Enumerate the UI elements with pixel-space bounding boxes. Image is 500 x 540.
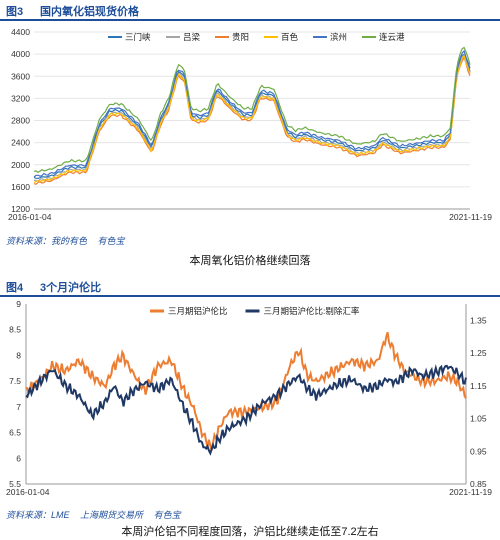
- legend-label: 三门峡: [125, 32, 151, 42]
- legend-label: 三月期铝沪伦比:剔除汇率: [264, 306, 360, 316]
- figure-number: 图4: [6, 282, 24, 294]
- series-line: [33, 46, 471, 174]
- y-tick-label: 2400: [11, 138, 30, 148]
- figure-caption: 本周氧化铝价格继续回落: [189, 255, 311, 267]
- figure-title: 国内氧化铝现货价格: [40, 6, 139, 18]
- legend-label: 三月期铝沪伦比: [168, 306, 228, 316]
- right-y-tick-label: 0.95: [470, 446, 487, 456]
- legend-label: 滨州: [330, 32, 347, 42]
- right-y-tick-label: 0.85: [470, 479, 487, 489]
- source-text: 资料来源：我的有色: [6, 236, 88, 246]
- x-tick-label: 2016-01-04: [8, 212, 52, 222]
- price-ratio-chart: 5.5 6 6.5 7 7.5 8 8.5 9 0.85 0.95 1.05 1.15 1.25 1.35…: [6, 299, 492, 497]
- series-line: [33, 49, 471, 178]
- series-line: [33, 55, 471, 183]
- source-text: 上海期货交易所: [80, 510, 144, 520]
- right-y-tick-label: 1.25: [470, 348, 487, 358]
- left-y-tick-label: 9: [16, 299, 21, 309]
- figure-header: 图4 3个月沪伦比: [0, 278, 500, 297]
- y-tick-label: 4000: [11, 49, 30, 59]
- x-tick-label: 2021-11-19: [449, 487, 492, 497]
- figure-title: 3个月沪伦比: [40, 282, 102, 294]
- legend-label: 贵阳: [232, 32, 249, 42]
- y-tick-label: 1600: [11, 182, 30, 192]
- left-y-tick-label: 6: [16, 453, 21, 463]
- x-tick-label: 2021-11-19: [449, 212, 492, 222]
- right-y-tick-label: 1.35: [470, 315, 487, 325]
- y-tick-label: 2000: [11, 160, 30, 170]
- source-text: 资料来源：LME: [6, 510, 70, 520]
- figure-caption: 本周沪伦铝不同程度回落，沪铝比继续走低至7.2左右: [121, 526, 379, 538]
- left-y-tick-label: 6.5: [9, 428, 21, 438]
- x-tick-label: 2016-01-04: [6, 487, 50, 497]
- source-note: 资料来源：我的有色 有色宝: [6, 234, 133, 247]
- y-tick-label: 2800: [11, 116, 30, 126]
- y-tick-label: 4400: [11, 27, 30, 37]
- y-tick-label: 3600: [11, 71, 30, 81]
- source-text: 有色宝: [153, 510, 181, 520]
- left-y-tick-label: 8: [16, 350, 21, 360]
- alumina-price-chart: 1200 1600 2000 2400 2800 3200 3600 4000 4400 三门峡…: [8, 27, 492, 222]
- left-y-tick-label: 5.5: [9, 479, 21, 489]
- source-note: 资料来源：LME 上海期货交易所 有色宝: [6, 508, 189, 521]
- series-line: [25, 364, 467, 456]
- right-y-tick-label: 1.15: [470, 381, 487, 391]
- figure-number: 图3: [6, 6, 24, 18]
- left-y-tick-label: 7.5: [9, 376, 21, 386]
- y-tick-label: 1200: [11, 204, 30, 214]
- legend-label: 吕梁: [183, 32, 201, 42]
- right-y-tick-label: 1.05: [470, 414, 487, 424]
- left-y-tick-label: 7: [16, 402, 21, 412]
- series-line: [25, 332, 467, 451]
- left-y-tick-label: 8.5: [9, 325, 21, 335]
- legend-label: 百色: [281, 32, 299, 42]
- y-tick-label: 3200: [11, 93, 30, 103]
- source-text: 有色宝: [97, 236, 125, 246]
- figure-header: 图3 国内氧化铝现货价格: [0, 2, 500, 21]
- legend-label: 连云港: [379, 32, 405, 42]
